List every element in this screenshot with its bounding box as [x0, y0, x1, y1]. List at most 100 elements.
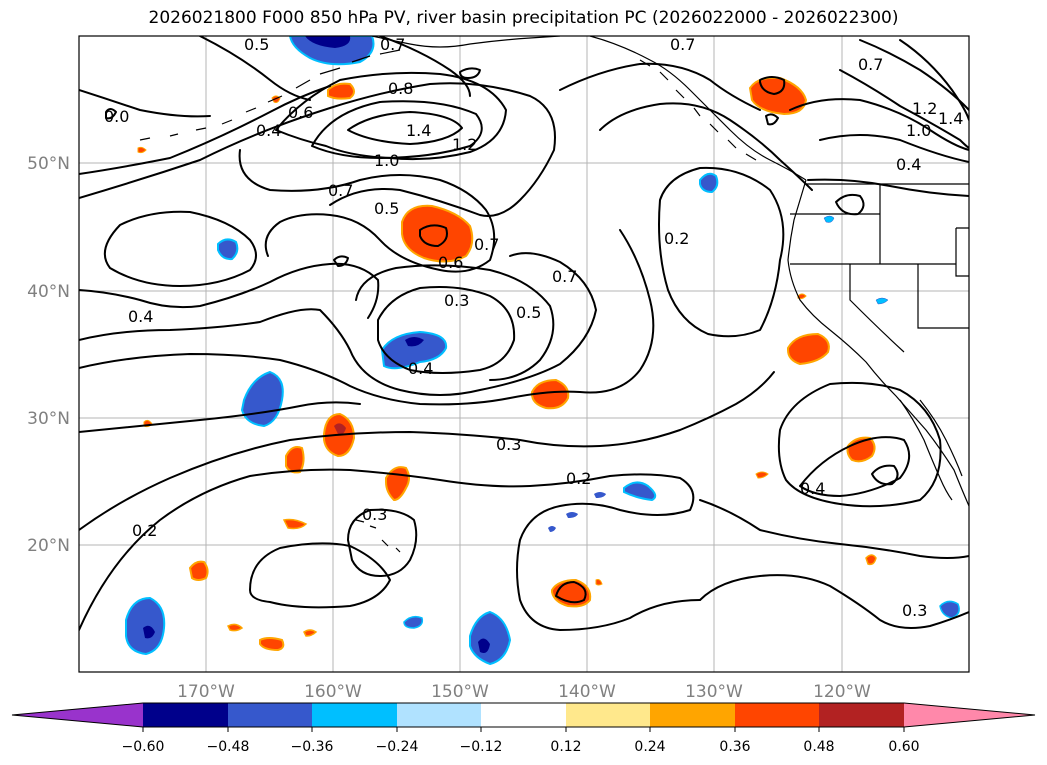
gulf-of-california: [919, 399, 963, 477]
pv-contour: [79, 252, 597, 396]
colorbar-swatch: [566, 703, 650, 727]
colorbar-tick-label: 0.48: [803, 739, 834, 755]
pv-contour: [79, 82, 556, 217]
contour-label: 0.7: [380, 35, 405, 54]
contour-label: 0.7: [474, 235, 499, 254]
contour-label: 0.7: [328, 181, 353, 200]
colorbar-ticks: [142, 727, 905, 732]
precip-patch-negative: [288, 36, 375, 66]
pv-contour: [79, 229, 655, 406]
pv-contour: [765, 113, 779, 126]
precip-patch-positive: [303, 629, 318, 637]
lon-label: 160°W: [304, 682, 362, 702]
precip-patch-positive: [755, 471, 769, 479]
contour-labels: 0.5 0.7 0.7 0.7 0.0 0.4 0.6 0.8 1.4 1.2 …: [104, 35, 963, 620]
contour-label: 1.4: [406, 121, 431, 140]
coastlines: [139, 36, 969, 553]
precip-patch-negative: [939, 600, 960, 619]
pv-contour: [105, 108, 117, 120]
colorbar-tick-label: −0.24: [376, 739, 419, 755]
precip-patch-positive: [226, 623, 244, 632]
contour-label: 0.4: [256, 121, 281, 140]
precip-patch-negative: [478, 638, 490, 653]
contour-label: 0.4: [408, 359, 433, 378]
pv-contour: [658, 166, 785, 338]
contour-label: 0.5: [244, 35, 269, 54]
colorbar-tick-label: −0.36: [291, 739, 334, 755]
pv-contour: [377, 286, 516, 374]
contour-label: 0.7: [858, 55, 883, 74]
colorbar-tick-label: 0.12: [550, 739, 581, 755]
precip-patch-positive: [865, 554, 877, 566]
map-frame: [78, 35, 970, 673]
lat-label: 40°N: [27, 282, 70, 302]
contour-label: 0.2: [566, 469, 591, 488]
precip-patch-positive: [531, 378, 570, 410]
latitude-labels: 50°N 40°N 30°N 20°N: [27, 154, 70, 556]
pv-contour: [555, 581, 587, 604]
colorbar-tick-label: −0.12: [460, 739, 503, 755]
contour-label: 1.0: [374, 151, 399, 170]
alaska-coast: [371, 36, 561, 48]
pv-contour: [79, 468, 701, 631]
lon-label: 130°W: [685, 682, 743, 702]
precip-patch-negative: [566, 512, 578, 518]
contour-label: 1.0: [906, 121, 931, 140]
colorbar-swatch: [481, 703, 566, 727]
pv-contour: [355, 264, 555, 381]
contour-label: 0.6: [438, 253, 463, 272]
lat-label: 30°N: [27, 409, 70, 429]
pv-contour: [839, 69, 969, 149]
lon-label: 150°W: [431, 682, 489, 702]
pv-contour: [459, 67, 481, 79]
pv-contour: [819, 134, 969, 163]
figure-title: 2026021800 F000 850 hPa PV, river basin …: [148, 8, 899, 28]
precip-patch-positive: [595, 579, 603, 586]
colorbar-extend-max: [904, 703, 1035, 727]
precip-patch-negative: [403, 615, 424, 629]
pv-contour: [347, 508, 418, 577]
colorbar-tick-label: −0.48: [207, 739, 250, 755]
precip-patch-positive: [787, 332, 830, 366]
precip-patch-negative: [823, 215, 835, 223]
colorbar-swatch: [397, 703, 481, 727]
coastal-islands: [639, 59, 757, 161]
contour-label: 0.3: [496, 435, 521, 454]
colorbar-swatch: [735, 703, 819, 727]
pv-contour: [79, 401, 361, 433]
precip-patch-negative: [875, 297, 889, 305]
colorbar-swatch: [650, 703, 735, 727]
contour-label: 0.3: [902, 601, 927, 620]
lon-label: 170°W: [177, 682, 235, 702]
pv-contour: [347, 111, 463, 145]
colorbar-tick-label: 0.24: [634, 739, 665, 755]
state-boundary: [790, 184, 969, 329]
pv-contours: [79, 36, 969, 631]
contour-label: 0.4: [896, 155, 921, 174]
contour-label: 0.2: [664, 229, 689, 248]
contour-label: 0.4: [128, 307, 153, 326]
state-boundary: [849, 264, 905, 353]
pv-contour: [789, 98, 969, 151]
pv-contour: [759, 76, 786, 95]
contour-label: 1.4: [938, 109, 963, 128]
precip-patch-negative: [594, 492, 606, 498]
baja-california: [899, 399, 953, 501]
pv-contour: [599, 102, 813, 191]
pv-contour: [311, 100, 483, 159]
contour-label: 0.8: [388, 79, 413, 98]
contour-label: 0.3: [362, 505, 387, 524]
precip-patch-negative: [623, 481, 657, 502]
colorbar: −0.60 −0.48 −0.36 −0.24 −0.12 0.12 0.24 …: [11, 702, 1036, 755]
precip-patch-positive: [334, 423, 346, 435]
contour-label: 0.6: [288, 103, 313, 122]
pv-contour: [379, 36, 471, 97]
lon-label: 140°W: [558, 682, 616, 702]
lat-label: 20°N: [27, 536, 70, 556]
precip-patch-positive: [401, 204, 474, 263]
pv-contour: [777, 381, 942, 508]
precip-patch-positive: [282, 518, 308, 530]
contour-label: 0.7: [670, 35, 695, 54]
pv-contour: [79, 85, 331, 175]
pv-contour: [238, 149, 496, 273]
